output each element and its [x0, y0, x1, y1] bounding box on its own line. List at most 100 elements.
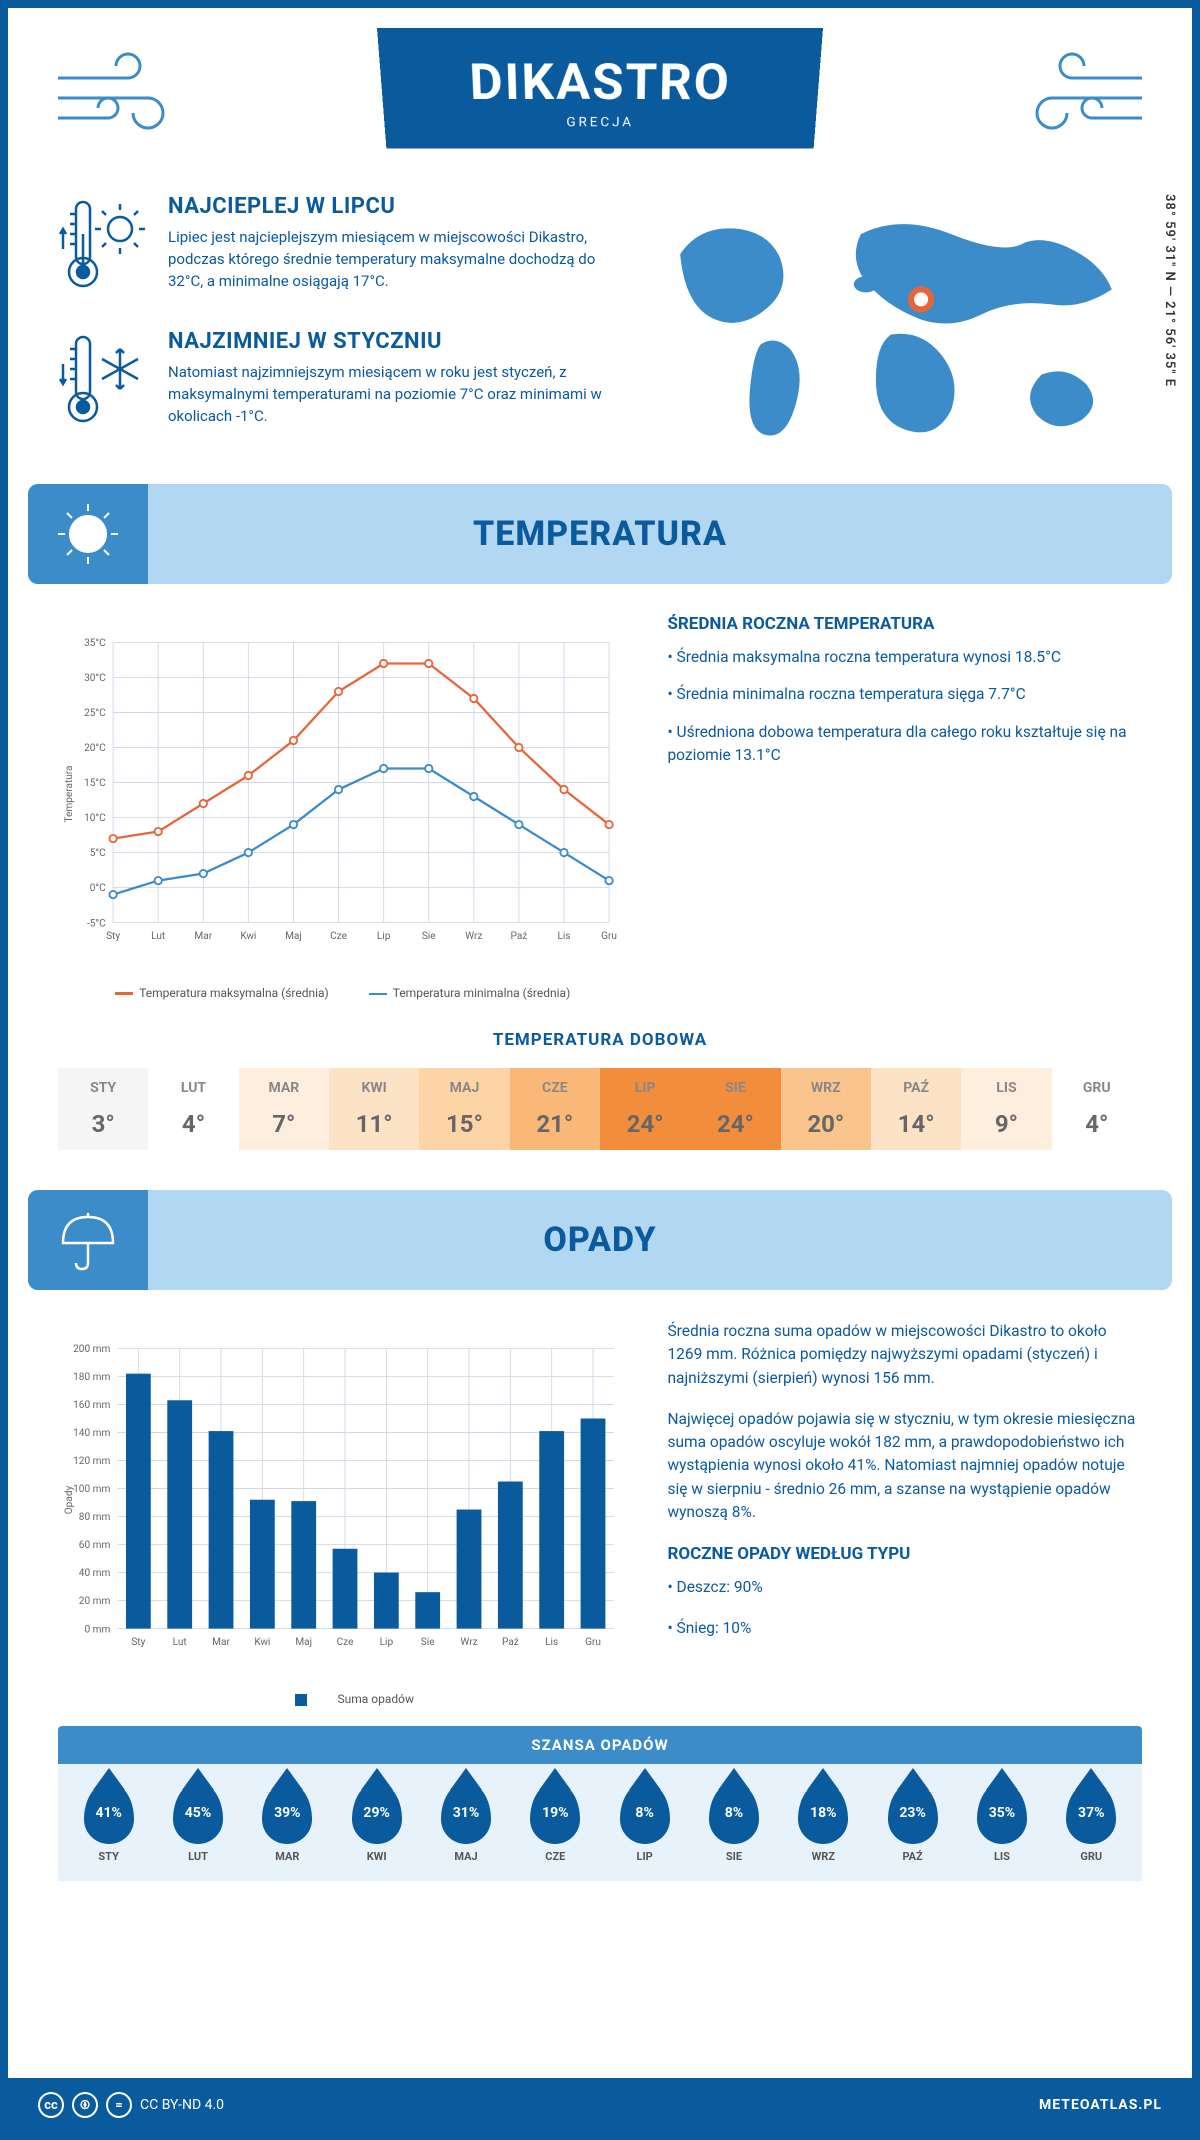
svg-text:35°C: 35°C	[84, 638, 106, 649]
precip-chart-col: 0 mm20 mm40 mm60 mm80 mm100 mm120 mm140 …	[58, 1320, 627, 1706]
svg-text:Temperatura: Temperatura	[64, 765, 75, 822]
license-text: CC BY-ND 4.0	[140, 2097, 224, 2113]
svg-text:30°C: 30°C	[84, 673, 106, 684]
svg-text:60 mm: 60 mm	[79, 1540, 111, 1551]
svg-text:Opady: Opady	[64, 1485, 75, 1514]
header: DIKASTRO GRECJA	[8, 8, 1192, 154]
intro-row: NAJCIEPLEJ W LIPCU Lipiec jest najcieple…	[8, 154, 1192, 474]
svg-text:5°C: 5°C	[90, 848, 106, 859]
svg-text:Paź: Paź	[502, 1637, 519, 1648]
chance-drop-cell: 35%LIS	[959, 1782, 1044, 1863]
hottest-title: NAJCIEPLEJ W LIPCU	[168, 194, 610, 219]
fact-text: NAJCIEPLEJ W LIPCU Lipiec jest najcieple…	[168, 194, 610, 294]
chance-drop-cell: 8%SIE	[691, 1782, 776, 1863]
precip-para: Średnia roczna suma opadów w miejscowośc…	[667, 1320, 1142, 1390]
temp-section-title: TEMPERATURA	[473, 514, 727, 554]
svg-text:Kwi: Kwi	[240, 931, 256, 942]
chance-drop-cell: 41%STY	[66, 1782, 151, 1863]
coordinates-label: 38° 59' 31" N — 21° 56' 35" E	[1162, 194, 1177, 387]
map-column: 38° 59' 31" N — 21° 56' 35" E	[640, 194, 1142, 464]
coldest-desc: Natomiast najzimniejszym miesiącem w rok…	[168, 362, 610, 427]
precip-type-bullet: • Śnieg: 10%	[667, 1617, 1142, 1640]
svg-text:Mar: Mar	[212, 1637, 230, 1648]
chance-drop-cell: 23%PAŹ	[870, 1782, 955, 1863]
temp-summary-title: ŚREDNIA ROCZNA TEMPERATURA	[667, 614, 1142, 634]
temp-body: -5°C0°C5°C10°C15°C20°C25°C30°C35°CStyLut…	[8, 594, 1192, 1020]
daily-temp-cell: SIE24°	[690, 1068, 780, 1150]
page-frame: DIKASTRO GRECJA NAJCIEPLEJ W LIPCU	[0, 0, 1200, 2140]
svg-text:120 mm: 120 mm	[73, 1456, 110, 1467]
precip-section-banner: OPADY	[28, 1190, 1172, 1290]
precip-chance-section: SZANSA OPADÓW 41%STY45%LUT39%MAR29%KWI31…	[58, 1726, 1142, 1881]
svg-text:25°C: 25°C	[84, 708, 106, 719]
daily-temp-section: TEMPERATURA DOBOWA STY3°LUT4°MAR7°KWI11°…	[8, 1030, 1192, 1180]
daily-temp-cell: MAR7°	[239, 1068, 329, 1150]
title-banner: DIKASTRO GRECJA	[377, 28, 823, 148]
svg-text:Lip: Lip	[380, 1637, 394, 1648]
location-title: DIKASTRO	[468, 53, 732, 112]
umbrella-tab-icon	[28, 1190, 148, 1290]
svg-text:Wrz: Wrz	[460, 1637, 477, 1648]
svg-text:100 mm: 100 mm	[73, 1484, 110, 1495]
svg-text:Maj: Maj	[295, 1637, 312, 1648]
coldest-title: NAJZIMNIEJ W STYCZNIU	[168, 329, 610, 354]
svg-text:Lip: Lip	[377, 931, 391, 942]
legend-min: Temperatura minimalna (średnia)	[369, 986, 571, 1000]
facts-column: NAJCIEPLEJ W LIPCU Lipiec jest najcieple…	[58, 194, 610, 464]
drops-row: 41%STY45%LUT39%MAR29%KWI31%MAJ19%CZE8%LI…	[58, 1764, 1142, 1881]
temp-legend: Temperatura maksymalna (średnia) Tempera…	[58, 986, 627, 1000]
country-label: GRECJA	[471, 115, 729, 130]
precip-bar-chart: 0 mm20 mm40 mm60 mm80 mm100 mm120 mm140 …	[58, 1320, 627, 1680]
footer: cc 🅯 = CC BY-ND 4.0 METEOATLAS.PL	[8, 2078, 1192, 2132]
svg-text:Sty: Sty	[106, 931, 120, 942]
svg-text:15°C: 15°C	[84, 778, 106, 789]
svg-text:Lut: Lut	[173, 1637, 187, 1648]
temp-bullet: • Średnia minimalna roczna temperatura s…	[667, 683, 1142, 706]
svg-text:Lis: Lis	[545, 1637, 558, 1648]
svg-text:Paź: Paź	[511, 931, 528, 942]
temp-chart: -5°C0°C5°C10°C15°C20°C25°C30°C35°CStyLut…	[58, 614, 627, 1000]
svg-text:Gru: Gru	[601, 931, 617, 942]
svg-text:0 mm: 0 mm	[84, 1624, 110, 1635]
wind-icon	[1012, 48, 1152, 138]
temp-summary: ŚREDNIA ROCZNA TEMPERATURA • Średnia mak…	[667, 614, 1142, 1000]
chance-drop-cell: 19%CZE	[513, 1782, 598, 1863]
svg-text:0°C: 0°C	[90, 883, 106, 894]
svg-text:Sie: Sie	[421, 1637, 435, 1648]
hottest-desc: Lipiec jest najcieplejszym miesiącem w m…	[168, 227, 610, 292]
temp-bullet: • Średnia maksymalna roczna temperatura …	[667, 646, 1142, 669]
daily-temp-cell: LUT4°	[148, 1068, 238, 1150]
site-name: METEOATLAS.PL	[1039, 2097, 1162, 2113]
daily-temp-title: TEMPERATURA DOBOWA	[58, 1030, 1142, 1050]
chance-drop-cell: 45%LUT	[155, 1782, 240, 1863]
svg-text:40 mm: 40 mm	[79, 1568, 111, 1579]
cc-icon: cc	[38, 2092, 64, 2118]
daily-temp-cell: MAJ15°	[419, 1068, 509, 1150]
daily-temp-cell: LIP24°	[600, 1068, 690, 1150]
svg-text:20°C: 20°C	[84, 743, 106, 754]
nd-icon: =	[106, 2092, 132, 2118]
thermometer-snow-icon	[58, 329, 148, 429]
content-wrapper: DIKASTRO GRECJA NAJCIEPLEJ W LIPCU	[8, 8, 1192, 2078]
precip-type-bullet: • Deszcz: 90%	[667, 1576, 1142, 1599]
svg-text:Sie: Sie	[422, 931, 436, 942]
coldest-fact: NAJZIMNIEJ W STYCZNIU Natomiast najzimni…	[58, 329, 610, 429]
svg-text:Maj: Maj	[285, 931, 302, 942]
daily-temp-cell: STY3°	[58, 1068, 148, 1150]
precip-type-title: ROCZNE OPADY WEDŁUG TYPU	[667, 1544, 1142, 1564]
fact-text: NAJZIMNIEJ W STYCZNIU Natomiast najzimni…	[168, 329, 610, 429]
precip-para: Najwięcej opadów pojawia się w styczniu,…	[667, 1408, 1142, 1524]
svg-text:Mar: Mar	[194, 931, 212, 942]
precip-body: 0 mm20 mm40 mm60 mm80 mm100 mm120 mm140 …	[8, 1300, 1192, 1726]
chance-drop-cell: 39%MAR	[245, 1782, 330, 1863]
svg-text:Wrz: Wrz	[465, 931, 482, 942]
svg-text:Cze: Cze	[337, 1637, 354, 1648]
daily-temp-cell: CZE21°	[510, 1068, 600, 1150]
precip-legend: Suma opadów	[58, 1692, 627, 1706]
daily-temp-cell: KWI11°	[329, 1068, 419, 1150]
chance-drop-cell: 31%MAJ	[423, 1782, 508, 1863]
by-icon: 🅯	[72, 2092, 98, 2118]
temp-section-banner: TEMPERATURA	[28, 484, 1172, 584]
chance-drop-cell: 18%WRZ	[781, 1782, 866, 1863]
thermometer-sun-icon	[58, 194, 148, 294]
